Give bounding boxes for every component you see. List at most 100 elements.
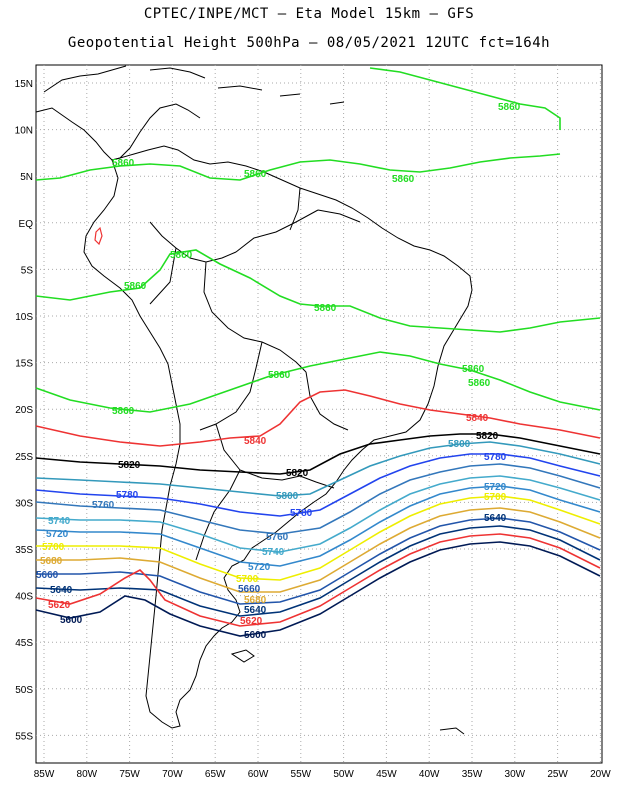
label-5720-c: 5720: [248, 562, 271, 573]
contour-5700: [36, 495, 601, 581]
lon-tick-label: 70W: [162, 769, 183, 780]
contour-labels: 5860 5860 5860 5860 5860 5860 5860 5860 …: [36, 102, 521, 641]
label-5860-i: 5860: [462, 364, 485, 375]
lat-tick-label: 45S: [15, 638, 33, 649]
contour-5800: [35, 441, 601, 497]
label-5760-b: 5760: [266, 532, 289, 543]
lon-tick-label: 30W: [505, 769, 526, 780]
lon-tick-label: 75W: [119, 769, 140, 780]
label-5860-d: 5860: [392, 174, 415, 185]
label-5680-a: 5680: [40, 556, 63, 567]
contour-5620: [35, 533, 601, 627]
contour-5840-ecuador-loop: [94, 226, 103, 246]
lat-tick-label: 30S: [15, 498, 33, 509]
lon-tick-label: 85W: [34, 769, 55, 780]
lat-tick-label: 5S: [21, 265, 34, 276]
lon-tick-label: 60W: [248, 769, 269, 780]
lat-tick-label: 20S: [15, 405, 33, 416]
label-5640-a: 5640: [484, 513, 507, 524]
lon-tick-label: 25W: [547, 769, 568, 780]
label-5820-b: 5820: [118, 460, 141, 471]
coastline-layer: [35, 65, 473, 735]
lat-tick-label: 35S: [15, 545, 33, 556]
lon-tick-label: 35W: [462, 769, 483, 780]
label-5860-e: 5860: [170, 250, 193, 261]
lat-tick-label: 15S: [15, 359, 33, 370]
label-5740-b: 5740: [262, 547, 285, 558]
contour-5680: [36, 507, 601, 593]
lat-tick-label: EQ: [19, 219, 34, 230]
lat-tick-label: 15N: [15, 79, 33, 90]
label-5860-c: 5860: [244, 169, 267, 180]
label-5800-a: 5800: [448, 439, 471, 450]
lon-tick-label: 65W: [205, 769, 226, 780]
label-5720-b: 5720: [46, 529, 69, 540]
label-5780-b: 5780: [116, 490, 139, 501]
label-5680-b: 5680: [244, 595, 267, 606]
label-5860-f: 5860: [124, 281, 147, 292]
contour-5660: [36, 517, 601, 605]
label-5860-b: 5860: [112, 158, 135, 169]
label-5740-a: 5740: [48, 516, 71, 527]
map-title-line-1: CPTEC/INPE/MCT – Eta Model 15km – GFS: [143, 6, 475, 22]
south-america-coast: [83, 145, 473, 729]
map-title-line-2: Geopotential Height 500hPa – 08/05/2021 …: [67, 35, 551, 51]
label-5620-b: 5620: [240, 616, 263, 627]
contour-5860-south: [35, 351, 601, 413]
label-5860-g: 5860: [314, 303, 337, 314]
label-5620-a: 5620: [48, 600, 71, 611]
axis-ticks: 15N 10N 5N EQ 5S 10S 15S 20S 25S 30S 35S 40S 45S 50S 5…: [15, 79, 612, 780]
lon-tick-label: 80W: [77, 769, 98, 780]
graticule: [36, 65, 602, 763]
label-5800-b: 5800: [276, 491, 299, 502]
label-5720-a: 5720: [484, 482, 507, 493]
contour-5840-east: [35, 389, 601, 447]
label-5860-h: 5860: [268, 370, 291, 381]
contour-5760: [35, 463, 601, 535]
lon-tick-label: 50W: [333, 769, 354, 780]
label-5860-j: 5860: [468, 378, 491, 389]
label-5780-a: 5780: [484, 452, 507, 463]
contour-5860-north: [35, 153, 561, 181]
lat-tick-label: 10S: [15, 312, 33, 323]
falklands: [230, 649, 255, 663]
label-5600-b: 5600: [244, 630, 267, 641]
lon-tick-label: 55W: [291, 769, 312, 780]
label-5640-c: 5640: [244, 605, 267, 616]
label-5600-a: 5600: [60, 615, 83, 626]
contour-layer: [35, 67, 601, 637]
label-5860-a: 5860: [498, 102, 521, 113]
contour-5600: [35, 541, 601, 637]
label-5820-c: 5820: [286, 468, 309, 479]
label-5660-b: 5660: [238, 584, 261, 595]
lon-tick-label: 20W: [590, 769, 611, 780]
label-5760-a: 5760: [92, 500, 115, 511]
label-5700-c: 5700: [236, 574, 259, 585]
label-5700-a: 5700: [484, 492, 507, 503]
south-georgia: [439, 727, 465, 735]
contour-5740: [35, 475, 601, 553]
contour-5780: [35, 453, 601, 517]
caribbean-islands: [43, 65, 345, 105]
label-5840-b: 5840: [244, 436, 267, 447]
contour-5860-north-top: [369, 67, 561, 130]
label-5700-b: 5700: [42, 542, 65, 553]
country-borders: [149, 187, 361, 561]
label-5780-c: 5780: [290, 508, 313, 519]
map-frame: [35, 64, 603, 764]
label-5640-b: 5640: [50, 585, 73, 596]
contour-5860-middle: [35, 249, 601, 333]
label-5660-a: 5660: [36, 570, 59, 581]
lon-tick-label: 40W: [419, 769, 440, 780]
lat-tick-label: 55S: [15, 731, 33, 742]
label-5860-k: 5860: [112, 406, 135, 417]
contour-5640: [35, 525, 601, 617]
contour-5720: [35, 485, 601, 567]
label-5840-a: 5840: [466, 413, 489, 424]
lon-tick-label: 45W: [376, 769, 397, 780]
lat-tick-label: 10N: [15, 126, 33, 137]
lat-tick-label: 5N: [20, 172, 33, 183]
lat-tick-label: 50S: [15, 685, 33, 696]
contour-5820: [35, 433, 601, 475]
